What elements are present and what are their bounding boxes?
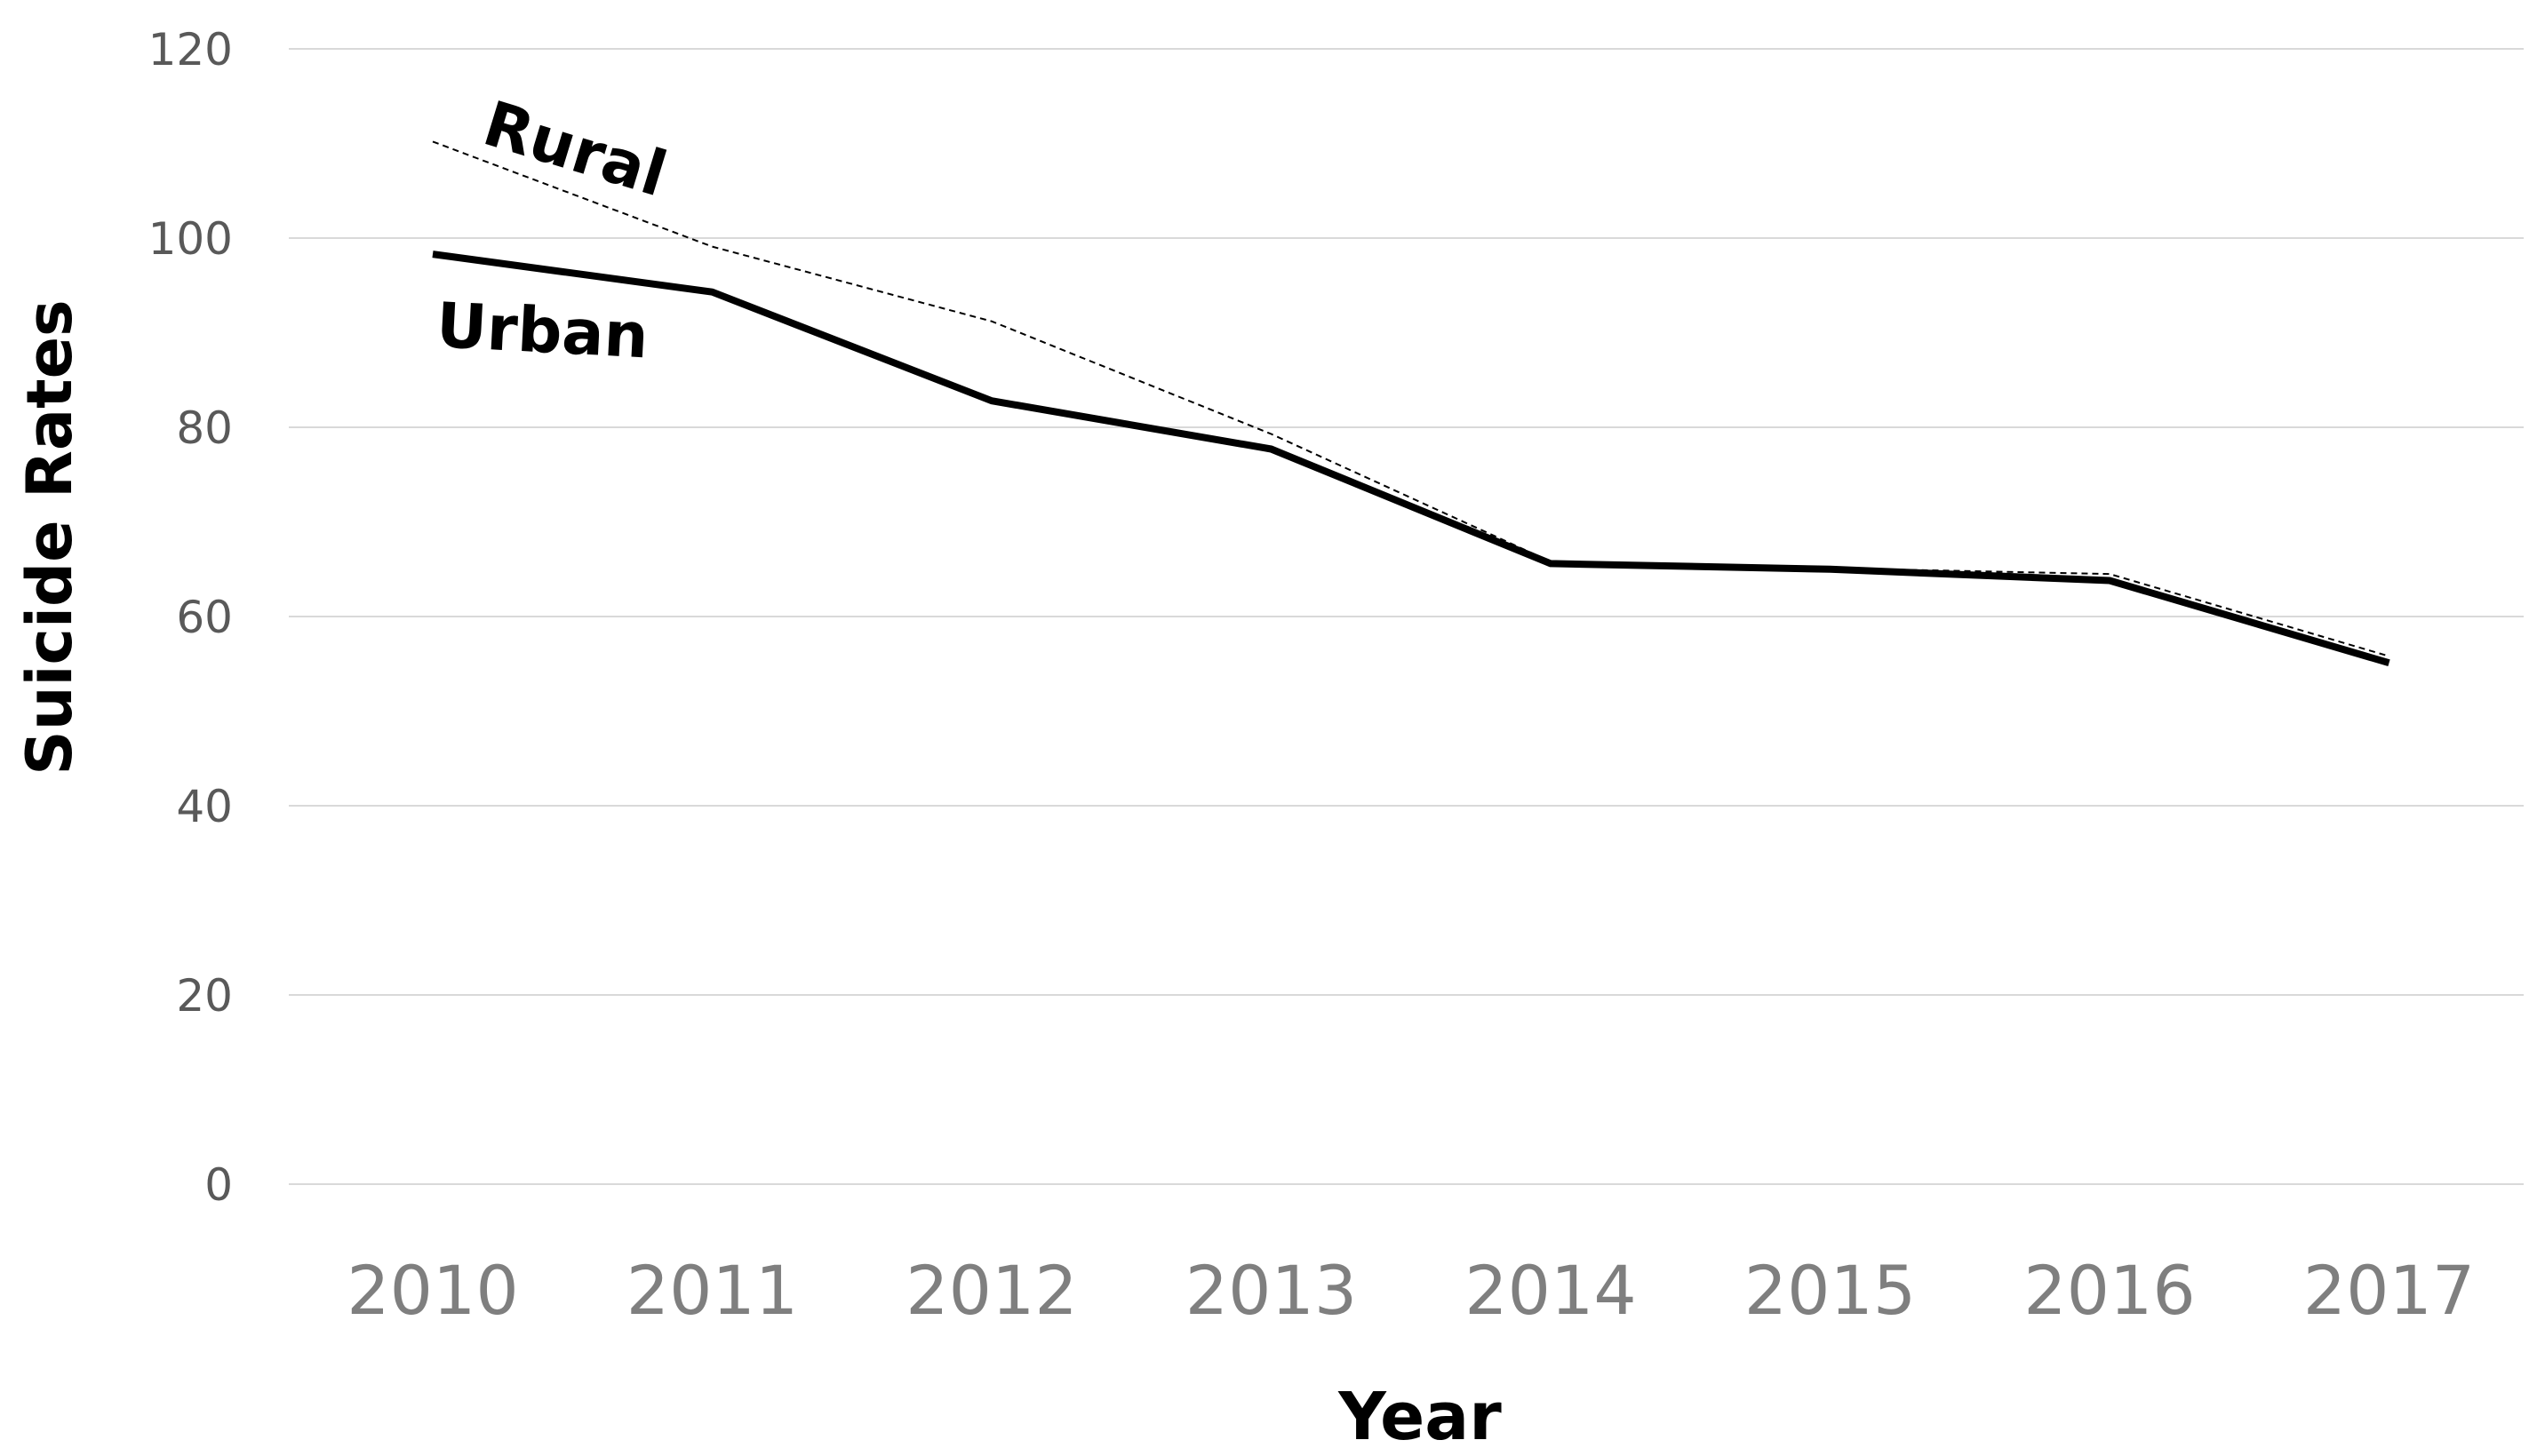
x-tick-label: 2017 (2303, 1251, 2475, 1330)
x-tick-label: 2011 (626, 1251, 798, 1330)
series-line-urban (432, 251, 2390, 667)
y-tick-label: 0 (204, 1159, 233, 1211)
y-tick-label: 80 (176, 402, 233, 454)
y-tick-label: 120 (148, 24, 233, 76)
series-labels: Rural Urban (435, 87, 674, 373)
series-label-urban: Urban (435, 289, 650, 372)
gridlines (289, 48, 2524, 1185)
y-tick-label: 100 (148, 213, 233, 265)
x-tick-label: 2012 (906, 1251, 1077, 1330)
x-tick-labels: 2010 2011 2012 2013 2014 2015 2016 2017 (347, 1251, 2475, 1330)
series-label-rural: Rural (475, 87, 674, 211)
series-line-rural (432, 140, 2389, 657)
y-tick-label: 40 (176, 781, 233, 832)
series-lines (432, 140, 2390, 667)
y-axis-title: Suicide Rates (13, 299, 86, 775)
x-tick-label: 2013 (1185, 1251, 1357, 1330)
x-tick-label: 2016 (2023, 1251, 2195, 1330)
y-tick-labels: 0 20 40 60 80 100 120 (148, 24, 233, 1211)
x-tick-label: 2015 (1744, 1251, 1916, 1330)
x-tick-label: 2014 (1464, 1251, 1636, 1330)
x-axis-title: Year (1337, 1379, 1502, 1455)
y-tick-label: 60 (176, 592, 233, 643)
x-tick-label: 2010 (347, 1251, 518, 1330)
y-tick-label: 20 (176, 970, 233, 1022)
